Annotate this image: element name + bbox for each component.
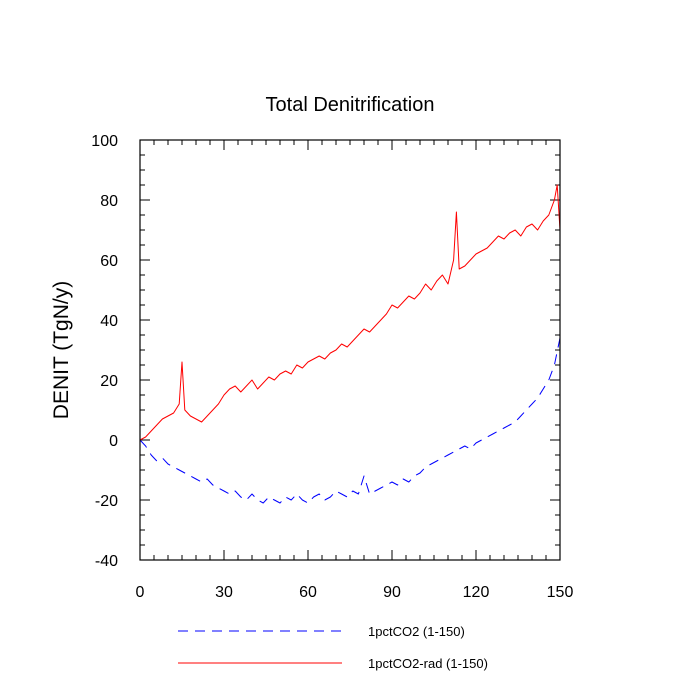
y-axis-label: DENIT (TgN/y)	[50, 281, 73, 419]
y-tick-label: 80	[100, 193, 118, 210]
x-tick-label: 120	[463, 584, 490, 601]
y-tick-label: 60	[100, 253, 118, 270]
x-tick-label: 0	[136, 584, 145, 601]
legend: 1pctCO2 (1-150) 1pctCO2-rad (1-150)	[178, 624, 488, 671]
y-tick-label: -20	[95, 493, 118, 510]
plot-frame	[139, 139, 561, 561]
x-tick-label: 60	[299, 584, 317, 601]
x-tick-label: 30	[215, 584, 233, 601]
legend-label-2: 1pctCO2-rad (1-150)	[368, 656, 488, 671]
y-tick-label: 0	[109, 433, 118, 450]
axis-ticks	[139, 139, 561, 561]
tick-labels: 0 30 60 90 120 150 -40 -20 0 20 40 60 80 100	[91, 133, 573, 601]
series-line-2	[139, 184, 561, 441]
chart-title: Total Denitrification	[266, 94, 435, 116]
y-tick-label: 40	[100, 313, 118, 330]
plot-series	[139, 184, 561, 504]
x-tick-label: 90	[383, 584, 401, 601]
y-tick-label: -40	[95, 553, 118, 570]
legend-label-1: 1pctCO2 (1-150)	[368, 624, 465, 639]
series-line-1	[139, 337, 561, 504]
y-tick-label: 20	[100, 373, 118, 390]
y-tick-label: 100	[91, 133, 118, 150]
x-tick-label: 150	[547, 584, 574, 601]
